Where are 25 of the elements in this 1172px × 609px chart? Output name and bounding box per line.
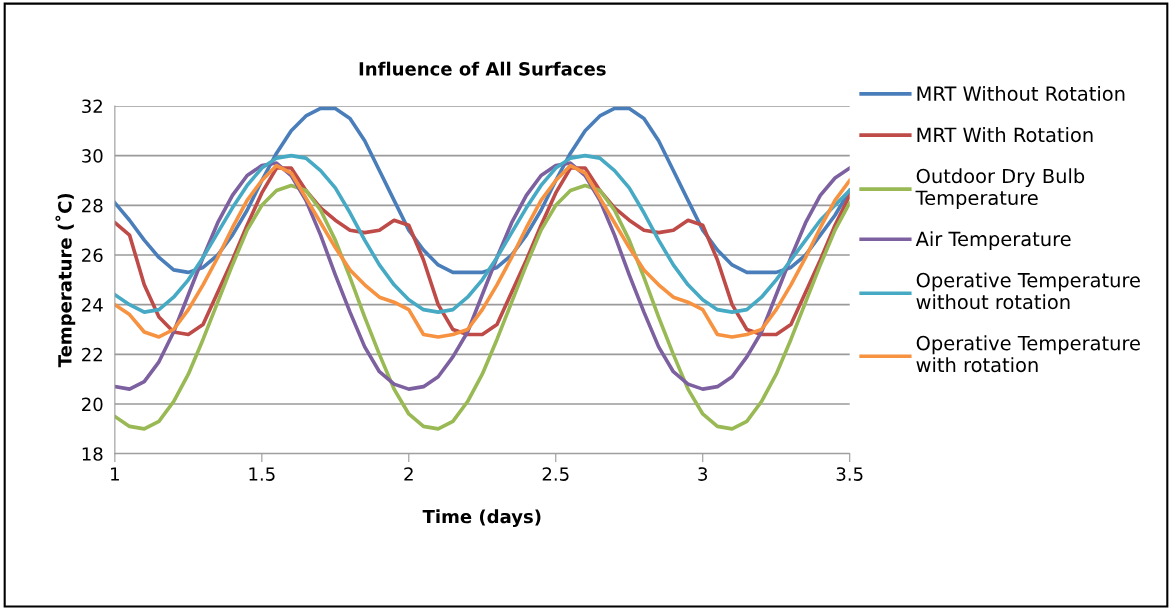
y-tick-label: 22 (82, 347, 102, 362)
y-tick-label: 28 (82, 198, 103, 213)
line-series (114, 153, 850, 314)
legend-label: MRT With Rotation (917, 127, 1093, 143)
legend-label: Operative Temperature with rotation (916, 335, 1140, 373)
x-tick-label: 3.5 (836, 467, 863, 481)
y-tick-label: 32 (82, 99, 102, 114)
x-tick-label: 1.5 (249, 467, 275, 481)
y-tick-label: 30 (82, 149, 103, 163)
x-tick-label: 2.5 (542, 467, 569, 481)
y-tick-label: 24 (82, 298, 103, 312)
legend-label: Outdoor Dry Bulb Temperature (915, 168, 1085, 209)
chart-title: Influence of All Surfaces (359, 61, 606, 76)
x-tick-label: 2 (404, 467, 413, 481)
x-tick-label: 1 (111, 467, 119, 481)
line-series (114, 183, 850, 431)
legend-label: Air Temperature (915, 231, 1071, 251)
y-tick-label: 26 (82, 248, 103, 263)
legend-label: MRT Without Rotation (917, 85, 1125, 101)
x-tick-label: 3 (698, 467, 708, 481)
x-axis-title: Time (days) (422, 509, 541, 527)
legend-label: Operative Temperature without rotation (916, 272, 1140, 310)
y-tick-label: 20 (82, 397, 103, 412)
y-axis-title: Temperature (˚C) (55, 193, 76, 368)
y-tick-label: 18 (82, 447, 103, 461)
